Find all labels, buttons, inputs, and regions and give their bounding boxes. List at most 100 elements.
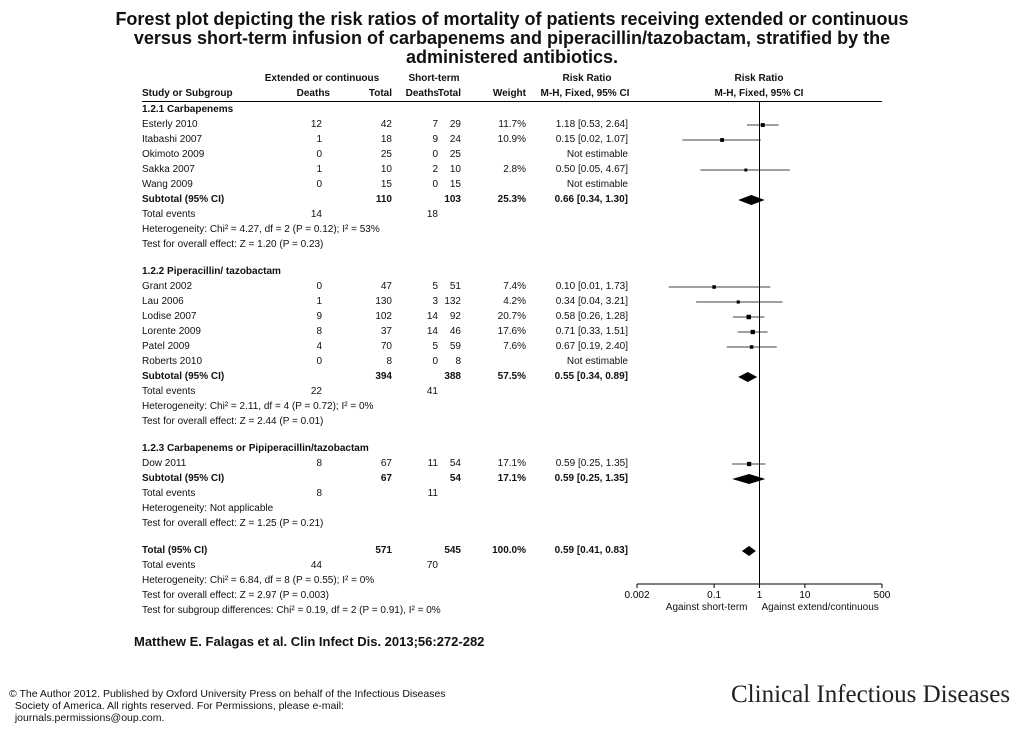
figure-title: Forest plot depicting the risk ratios of…	[0, 10, 1024, 67]
study-total-extended: 47	[380, 281, 392, 292]
overall-effect-stat: Test for overall effect: Z = 1.20 (P = 0…	[142, 239, 324, 250]
study-name: Lorente 2009	[142, 326, 201, 337]
overall-total-risk-ratio-ci: 0.59 [0.41, 0.83]	[554, 545, 628, 556]
overall-effect-stat: Test for overall effect: Z = 2.44 (P = 0…	[142, 416, 324, 427]
total-events-extended: 22	[310, 386, 322, 397]
study-deaths-extended: 8	[316, 326, 322, 337]
study-deaths-short: 7	[432, 119, 438, 130]
x-axis-tick-label: 500	[874, 590, 891, 601]
study-total-short: 10	[449, 164, 461, 175]
study-deaths-extended: 0	[316, 149, 322, 160]
study-deaths-extended: 4	[316, 341, 322, 352]
copyright-line-3: journals.permissions@oup.com.	[9, 712, 165, 724]
study-point-estimate	[749, 345, 754, 349]
header-short-term-group: Short-term	[408, 73, 460, 84]
study-name: Itabashi 2007	[142, 134, 203, 145]
subtotal-total-short: 388	[444, 371, 461, 382]
study-deaths-short: 11	[427, 458, 438, 469]
study-point-estimate	[750, 329, 755, 335]
subtotal-total-extended: 394	[375, 371, 392, 382]
subtotal-risk-ratio-ci: 0.66 [0.34, 1.30]	[554, 194, 628, 205]
subtotal-diamond	[738, 195, 765, 205]
study-risk-ratio-ci: 0.58 [0.26, 1.28]	[555, 311, 628, 322]
study-total-extended: 102	[375, 311, 392, 322]
study-total-short: 132	[444, 296, 461, 307]
study-risk-ratio-ci: 0.10 [0.01, 1.73]	[555, 281, 628, 292]
study-deaths-short: 5	[432, 341, 438, 352]
subtotal-total-extended: 110	[375, 194, 392, 205]
favours-left-label: Against short-term	[665, 602, 748, 613]
subtotal-total-extended: 67	[380, 473, 392, 484]
total-events-short: 70	[426, 560, 438, 571]
study-deaths-extended: 9	[316, 311, 322, 322]
study-name: Wang 2009	[142, 179, 193, 190]
header-extended-group: Extended or continuous	[264, 73, 380, 84]
subgroup-heading: 1.2.2 Piperacillin/ tazobactam	[142, 266, 281, 277]
subtotal-weight: 25.3%	[497, 194, 526, 205]
study-total-short: 15	[449, 179, 461, 190]
subtotal-label: Subtotal (95% CI)	[142, 473, 225, 484]
study-risk-ratio-ci: 0.59 [0.25, 1.35]	[555, 458, 628, 469]
header-method-plot: M-H, Fixed, 95% CI	[714, 88, 804, 99]
total-events-label: Total events	[142, 488, 196, 499]
study-point-estimate	[746, 314, 752, 320]
study-point-estimate	[744, 168, 748, 172]
x-axis-tick-label: 10	[799, 590, 811, 601]
study-total-extended: 10	[380, 164, 392, 175]
study-point-estimate	[760, 123, 765, 127]
study-total-extended: 15	[380, 179, 392, 190]
study-weight: 10.9%	[497, 134, 526, 145]
study-risk-ratio-ci: Not estimable	[566, 149, 628, 160]
study-name: Dow 2011	[142, 458, 187, 469]
overall-effect-stat: Test for overall effect: Z = 1.25 (P = 0…	[142, 518, 324, 529]
title-line-2: versus short-term infusion of carbapenem…	[133, 28, 891, 48]
subgroup-heading: 1.2.3 Carbapenems or Pipiperacillin/tazo…	[142, 443, 369, 454]
total-events-short: 41	[426, 386, 438, 397]
study-name: Patel 2009	[142, 341, 190, 352]
heterogeneity-stat: Heterogeneity: Chi² = 4.27, df = 2 (P = …	[142, 224, 380, 235]
study-weight: 17.6%	[497, 326, 526, 337]
subtotal-label: Subtotal (95% CI)	[142, 371, 225, 382]
header-deaths-short: Deaths	[405, 88, 439, 99]
copyright-line-1: © The Author 2012. Published by Oxford U…	[9, 688, 446, 700]
study-name: Sakka 2007	[142, 164, 195, 175]
study-total-extended: 42	[380, 119, 392, 130]
study-risk-ratio-ci: 0.50 [0.05, 4.67]	[555, 164, 628, 175]
study-risk-ratio-ci: 1.18 [0.53, 2.64]	[555, 119, 628, 130]
study-weight: 7.4%	[503, 281, 526, 292]
title-line-1: Forest plot depicting the risk ratios of…	[115, 9, 909, 29]
overall-total-label: Total (95% CI)	[142, 545, 208, 556]
heterogeneity-stat: Heterogeneity: Not applicable	[142, 503, 274, 514]
study-risk-ratio-ci: Not estimable	[566, 356, 628, 367]
study-risk-ratio-ci: 0.15 [0.02, 1.07]	[555, 134, 628, 145]
overall-total-diamond	[741, 546, 756, 556]
study-name: Grant 2002	[142, 281, 193, 292]
heterogeneity-total-stat: Heterogeneity: Chi² = 6.84, df = 8 (P = …	[142, 575, 375, 586]
study-weight: 17.1%	[497, 458, 526, 469]
header-risk-ratio-text: Risk Ratio	[562, 73, 612, 84]
study-name: Lau 2006	[142, 296, 184, 307]
forest-plot-graphic: 0.002 0.1 1 10 500	[624, 102, 891, 601]
overall-total-total-short: 545	[444, 545, 461, 556]
study-deaths-short: 14	[426, 326, 438, 337]
total-events-extended: 14	[310, 209, 322, 220]
study-deaths-short: 9	[432, 134, 438, 145]
study-deaths-extended: 12	[310, 119, 322, 130]
title-line-3: administered antibiotics.	[405, 47, 619, 67]
total-events-extended: 8	[316, 488, 322, 499]
study-deaths-extended: 1	[316, 296, 322, 307]
total-events-extended: 44	[310, 560, 322, 571]
study-name: Lodise 2007	[142, 311, 197, 322]
study-deaths-extended: 0	[316, 179, 322, 190]
subtotal-total-short: 103	[444, 194, 461, 205]
copyright-notice: © The Author 2012. Published by Oxford U…	[9, 688, 446, 724]
study-weight: 2.8%	[503, 164, 526, 175]
favours-right-label: Against extend/continuous	[761, 602, 879, 613]
study-total-extended: 18	[380, 134, 392, 145]
study-weight: 7.6%	[503, 341, 526, 352]
study-deaths-extended: 1	[316, 134, 322, 145]
copyright-line-2: Society of America. All rights reserved.…	[9, 700, 344, 712]
total-events-short: 11	[427, 488, 438, 499]
overall-total-weight: 100.0%	[492, 545, 526, 556]
x-axis-tick-label: 0.1	[707, 590, 721, 601]
